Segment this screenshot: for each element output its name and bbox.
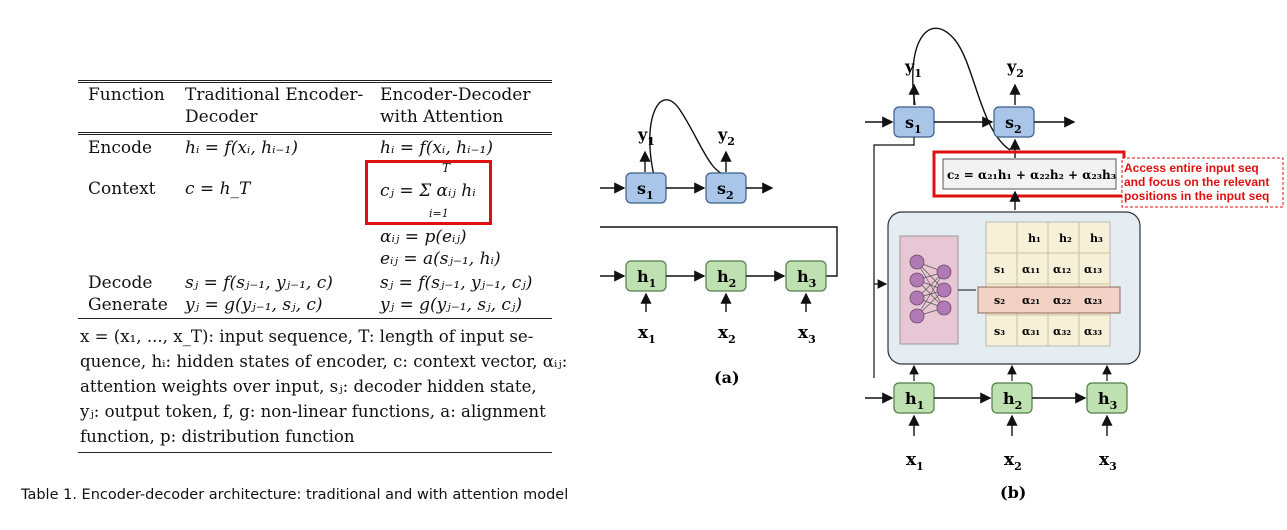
header-function: Function: [88, 85, 165, 105]
annotation-line-2: and focus on the relevant: [1124, 175, 1269, 189]
output-y1-a: y1: [637, 125, 655, 148]
diagram-b: y1 y2 s1 s2 c₂ = α₂₁h₁ + α₂₂h₂ + α₂₃h₃ A…: [865, 27, 1284, 502]
footnote-line-2: quence, hᵢ: hidden states of encoder, c:…: [80, 352, 568, 371]
output-y2-b: y2: [1006, 57, 1024, 80]
input-x3-b: x3: [1099, 450, 1117, 473]
matrix-row-s1: s₁: [994, 263, 1005, 276]
decode-attention: sⱼ = f(sⱼ₋₁, yⱼ₋₁, cⱼ): [380, 273, 533, 293]
matrix-cell: α₂₃: [1084, 294, 1102, 307]
matrix-cell: α₂₂: [1053, 294, 1071, 307]
table-header-rule: [78, 132, 552, 133]
svg-text:s1: s1: [905, 113, 922, 136]
row-label-context: Context: [88, 179, 156, 199]
matrix-cell: α₃₃: [1084, 325, 1102, 338]
footnote-line-4: yⱼ: output token, f, g: non-linear funct…: [80, 402, 546, 421]
table-top-rule: [78, 80, 552, 81]
output-y1-b: y1: [904, 57, 922, 80]
sum-lower-limit: i=1: [429, 207, 449, 220]
matrix-cell: α₁₂: [1053, 263, 1071, 276]
attention-matrix: h₁ h₂ h₃ s₁ s₂ s₃ α₁₁ α₁₂ α₁₃ α₂₁ α₂₂ α₂…: [977, 221, 1121, 347]
generate-traditional: yⱼ = g(yⱼ₋₁, sⱼ, c): [185, 295, 323, 315]
svg-text:h3: h3: [797, 267, 816, 290]
svg-text:s1: s1: [637, 179, 654, 202]
input-x2-a: x2: [718, 323, 736, 346]
table-body-rule: [78, 318, 552, 319]
diagram-a-label: (a): [714, 368, 740, 387]
annotation-box: [1121, 157, 1284, 208]
matrix-col-h3: h₃: [1090, 232, 1103, 245]
row-label-generate: Generate: [88, 295, 168, 315]
header-attention-line2: with Attention: [380, 107, 504, 127]
input-x1-a: x1: [638, 323, 656, 346]
context-formula: c₂ = α₂₁h₁ + α₂₂h₂ + α₂₃h₃: [947, 168, 1116, 182]
row-label-decode: Decode: [88, 273, 153, 293]
header-traditional-line1: Traditional Encoder-: [185, 85, 364, 105]
matrix-row-s2: s₂: [994, 294, 1005, 307]
table-bottom-rule: [78, 452, 552, 453]
highlighted-row: [977, 286, 1121, 314]
encode-attention: hᵢ = f(xᵢ, hᵢ₋₁): [380, 138, 493, 158]
svg-text:h2: h2: [717, 267, 736, 290]
annotation-line-3: positions in the input seq: [1124, 189, 1269, 203]
context-traditional: c = h_T: [185, 179, 251, 199]
matrix-row-s3: s₃: [994, 325, 1005, 338]
header-traditional-line2: Decoder: [185, 107, 258, 127]
input-x3-a: x3: [798, 323, 816, 346]
footnote-line-5: function, p: distribution function: [80, 427, 355, 446]
matrix-col-h2: h₂: [1059, 232, 1072, 245]
matrix-cell: α₁₁: [1022, 263, 1040, 276]
encoder-h3-a: [785, 260, 827, 292]
svg-text:s2: s2: [1005, 113, 1022, 136]
table-caption: Table 1. Encoder-decoder architecture: t…: [21, 487, 569, 503]
matrix-col-h1: h₁: [1028, 232, 1041, 245]
generate-attention: yⱼ = g(yⱼ₋₁, sⱼ, cⱼ): [380, 295, 523, 315]
footnote-line-1: x = (x₁, ..., x_T): input sequence, T: l…: [80, 327, 534, 346]
table-top-rule-2: [78, 82, 552, 83]
alpha-definition: αᵢⱼ = p(eᵢⱼ): [380, 227, 467, 247]
output-y2-a: y2: [717, 125, 735, 148]
energy-definition: eᵢⱼ = a(sⱼ₋₁, hᵢ): [380, 249, 501, 269]
matrix-cell: α₁₃: [1084, 263, 1102, 276]
encoder-h3-b: [1086, 382, 1128, 414]
svg-text:h1: h1: [637, 267, 656, 290]
matrix-cell: α₂₁: [1022, 294, 1040, 307]
svg-text:s2: s2: [717, 179, 734, 202]
comparison-table: Function Traditional Encoder- Decoder En…: [0, 0, 600, 530]
sum-upper-limit: T: [442, 161, 451, 175]
svg-text:h3: h3: [1098, 389, 1117, 412]
header-attention-line1: Encoder-Decoder: [380, 85, 531, 105]
footnote-line-3: attention weights over input, sⱼ: decode…: [80, 377, 537, 396]
input-x2-b: x2: [1004, 450, 1022, 473]
matrix-cell: α₃₂: [1053, 325, 1071, 338]
svg-text:h1: h1: [905, 389, 924, 412]
decode-traditional: sⱼ = f(sⱼ₋₁, yⱼ₋₁, c): [185, 273, 333, 293]
context-attention: cⱼ = Σ αᵢⱼ hᵢ: [380, 181, 476, 201]
matrix-cell: α₃₁: [1022, 325, 1040, 338]
annotation-line-1: Access entire input seq: [1124, 161, 1259, 175]
row-label-encode: Encode: [88, 138, 153, 158]
input-x1-b: x1: [906, 450, 924, 473]
diagram-b-label: (b): [1000, 483, 1026, 502]
svg-text:h2: h2: [1003, 389, 1022, 412]
context-vector-box: [942, 158, 1117, 190]
context-highlight-box: [365, 160, 492, 225]
encode-traditional: hᵢ = f(xᵢ, hᵢ₋₁): [185, 138, 298, 158]
table-header-rule-2: [78, 134, 552, 135]
diagram-a: y1 y2 s1 s2 h1 h2 h3 x1 x2 x3 (a): [600, 99, 838, 387]
feedback-curve-a: [649, 99, 729, 181]
